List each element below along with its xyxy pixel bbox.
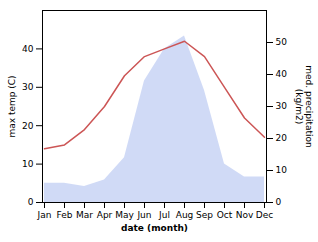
- svg-text:Jan: Jan: [37, 210, 52, 220]
- svg-text:10: 10: [22, 159, 34, 169]
- svg-text:50: 50: [276, 37, 288, 47]
- svg-text:30: 30: [276, 101, 288, 111]
- svg-text:0: 0: [276, 197, 282, 207]
- svg-text:May: May: [115, 210, 134, 220]
- svg-text:40: 40: [276, 69, 288, 79]
- svg-text:20: 20: [276, 133, 288, 143]
- svg-text:30: 30: [22, 82, 34, 92]
- svg-text:Jun: Jun: [136, 210, 151, 220]
- svg-text:med. precipitation(kg/m2): med. precipitation(kg/m2): [294, 65, 314, 147]
- svg-text:40: 40: [22, 44, 34, 54]
- svg-text:Mar: Mar: [76, 210, 93, 220]
- svg-text:10: 10: [276, 165, 288, 175]
- svg-text:Dec: Dec: [256, 210, 273, 220]
- svg-text:Aug: Aug: [176, 210, 194, 220]
- svg-text:Feb: Feb: [57, 210, 73, 220]
- svg-text:20: 20: [22, 121, 34, 131]
- svg-text:Apr: Apr: [97, 210, 113, 220]
- svg-text:max temp (C): max temp (C): [7, 75, 17, 137]
- svg-text:Jul: Jul: [158, 210, 170, 220]
- svg-text:Nov: Nov: [236, 210, 254, 220]
- svg-text:Oct: Oct: [217, 210, 233, 220]
- svg-text:0: 0: [28, 197, 34, 207]
- svg-text:Sep: Sep: [196, 210, 213, 220]
- svg-text:date (month): date (month): [121, 223, 188, 233]
